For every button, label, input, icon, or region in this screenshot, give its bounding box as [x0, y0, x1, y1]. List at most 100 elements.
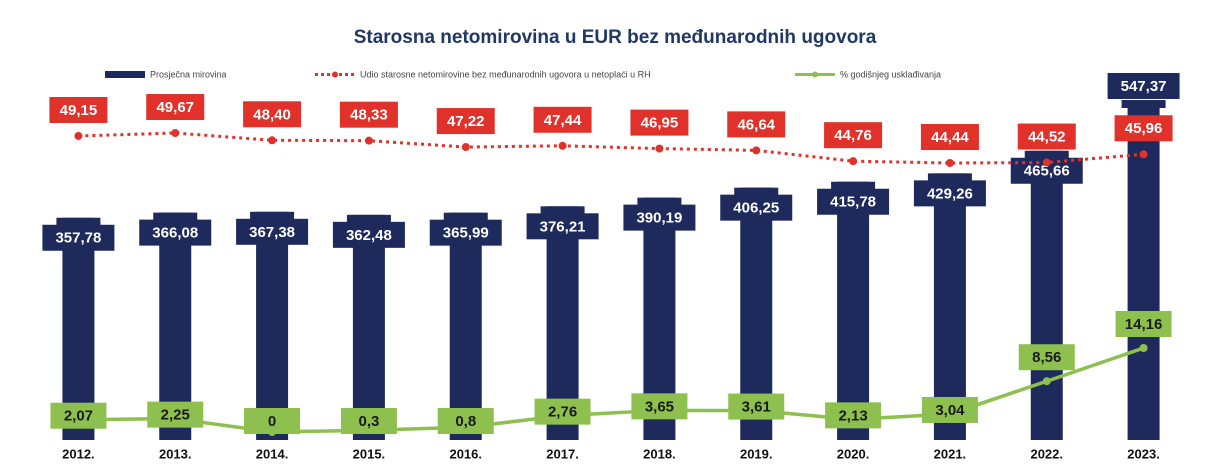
x-tick-label: 2020. [837, 446, 870, 461]
x-tick-label: 2014. [256, 446, 289, 461]
x-tick-label: 2013. [159, 446, 192, 461]
green-value-label: 3,04 [935, 402, 965, 419]
bar-value-label-box [429, 219, 502, 246]
bar [933, 173, 966, 441]
green-value-label-box [728, 393, 785, 420]
legend-marker [812, 71, 818, 78]
bar-cap [250, 211, 295, 220]
x-tick-label: 2019. [740, 446, 773, 461]
bar-value-label-box [913, 180, 986, 207]
red-value-label-box [243, 101, 302, 128]
green-value-label-box [50, 402, 107, 429]
bar [837, 181, 870, 440]
green-value-label: 2,76 [548, 404, 577, 421]
red-value-label: 47,22 [447, 113, 485, 130]
green-value-label: 0 [268, 413, 276, 430]
green-value-label-box [825, 402, 882, 429]
x-tick-label: 2015. [353, 446, 386, 461]
x-tick-label: 2012. [62, 446, 95, 461]
red-value-label-box [920, 124, 979, 150]
bar [352, 214, 385, 440]
bar-cap [927, 173, 972, 182]
bar-cap [56, 217, 101, 226]
line-point [752, 146, 761, 155]
legend-label: Prosječna mirovina [150, 69, 227, 79]
bar-value-label-box [139, 219, 212, 246]
bar-value-label: 465,66 [1024, 163, 1070, 180]
green-value-label-box [147, 401, 204, 428]
legend-label: Udio starosne netomirovine bez međunarod… [360, 69, 651, 79]
green-value-label-box [244, 408, 301, 434]
bar [256, 211, 289, 440]
green-value-label: 0,8 [455, 413, 476, 430]
x-tick-label: 2021. [934, 446, 967, 461]
bar-value-label: 415,78 [830, 194, 876, 211]
line-point [171, 129, 180, 137]
bar-value-label: 406,25 [733, 200, 779, 217]
bar-cap [1121, 100, 1166, 108]
line-point [268, 136, 277, 145]
bar-value-label-box [623, 204, 696, 231]
red-value-label-box [1017, 123, 1076, 150]
line-point [461, 143, 470, 152]
line-point [364, 136, 373, 145]
line-point [1042, 158, 1051, 167]
line-point [849, 157, 858, 166]
red-value-label-box [630, 109, 689, 136]
green-value-label-box [1018, 344, 1075, 371]
red-value-label: 44,76 [834, 127, 872, 144]
line-point [655, 144, 664, 153]
bar-value-label-box [720, 194, 793, 221]
red-value-label-box [727, 111, 786, 138]
green-value-label: 2,13 [838, 407, 867, 424]
green-value-label-box [1115, 311, 1172, 337]
bar-cap [734, 187, 779, 196]
red-value-label: 46,64 [737, 116, 775, 133]
red-value-label: 44,52 [1028, 129, 1066, 146]
red-value-label-box [824, 122, 883, 149]
legend-marker [332, 71, 338, 78]
line-point [558, 141, 567, 150]
line-point [1139, 344, 1148, 352]
bar-value-label-box [526, 213, 599, 240]
green-value-label: 2,25 [161, 407, 190, 424]
red-value-label-box [533, 106, 592, 133]
bar-cap [831, 181, 876, 190]
red-value-label: 44,44 [931, 129, 969, 146]
bar-value-label-box [1107, 73, 1180, 99]
bar-value-label: 429,26 [927, 185, 973, 202]
green-value-label: 3,61 [742, 399, 771, 416]
bar-value-label-box [42, 224, 115, 251]
green-value-label: 3,65 [645, 398, 674, 415]
bar-value-label-box [817, 188, 890, 215]
red-value-label-box [49, 96, 108, 123]
bar-value-label: 357,78 [55, 230, 101, 247]
green-value-label: 0,3 [358, 413, 379, 430]
green-value-label-box [921, 396, 978, 423]
red-value-label-box [146, 94, 205, 120]
red-value-label: 45,96 [1125, 120, 1163, 137]
green-value-label-box [437, 408, 494, 434]
bar-value-label-box [236, 218, 309, 245]
line-point [945, 159, 954, 167]
bar [1030, 150, 1063, 440]
green-value-label: 2,07 [64, 408, 93, 425]
legend-label: % godišnjeg usklađivanja [840, 69, 941, 79]
green-value-label: 8,56 [1032, 349, 1061, 366]
x-tick-label: 2018. [643, 446, 676, 461]
green-value-label-box [340, 408, 397, 434]
line-point [1139, 150, 1148, 159]
red-value-label: 48,40 [253, 106, 291, 123]
bar-cap [346, 214, 391, 223]
bar [449, 212, 482, 440]
bar-value-label: 362,48 [346, 227, 392, 244]
green-value-label: 14,16 [1125, 316, 1163, 333]
red-value-label: 49,15 [60, 102, 98, 119]
legend-swatch [105, 71, 145, 78]
red-value-label: 46,95 [641, 115, 679, 132]
red-value-label: 47,44 [544, 112, 582, 129]
bar-value-label: 376,21 [540, 218, 586, 235]
bar-cap [153, 212, 198, 221]
x-tick-label: 2022. [1030, 446, 1063, 461]
